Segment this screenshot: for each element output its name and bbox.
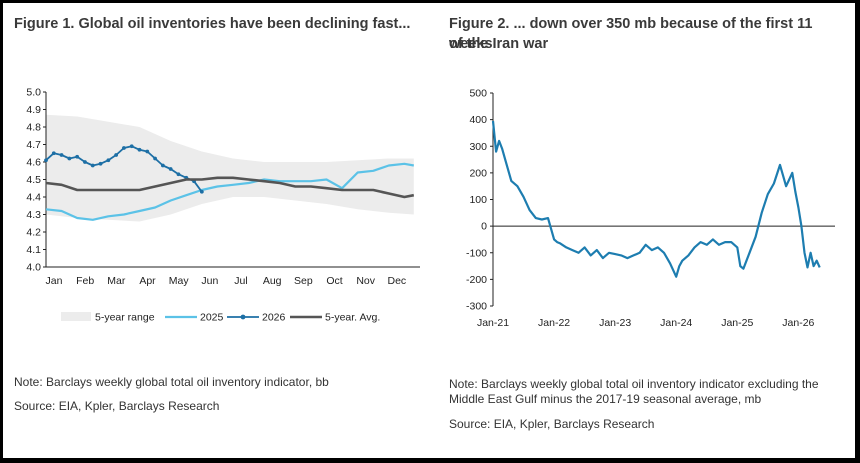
legend-swatch-range (61, 312, 91, 321)
series-2-point (168, 167, 173, 171)
y-tick-label: -200 (466, 274, 487, 286)
series-2-point (137, 147, 142, 152)
y-tick-label: 4.2 (26, 227, 41, 239)
y-tick-label: 0 (481, 221, 487, 233)
series-2-point (44, 158, 48, 163)
x-tick-label: Oct (326, 275, 342, 287)
series-2-point (51, 151, 56, 156)
x-tick-label: Aug (263, 275, 282, 287)
x-tick-label: Apr (139, 275, 156, 287)
figure1-source: Source: EIA, Kpler, Barclays Research (14, 399, 220, 413)
figure2-chart: 500 400 300 200 100 0 -100 -200 -300 Jan-21 Jan-22… (466, 88, 835, 329)
x-tick-label: May (169, 275, 190, 287)
series-2-point (75, 154, 80, 159)
x-tick-label: Nov (356, 275, 375, 287)
y-tick-label: 4.7 (26, 139, 41, 151)
y-tick-label: 4.9 (26, 104, 41, 116)
figure1-note: Note: Barclays weekly global total oil i… (14, 375, 329, 389)
y-tick-label: 100 (469, 194, 487, 206)
figure1-chart: 5.0 4.9 4.8 4.7 4.6 4.5 4.4 4.3 4.2 4.1 4.0 Jan Feb M… (26, 87, 420, 324)
y-tick-label: -100 (466, 247, 487, 259)
range-band-area (46, 114, 414, 222)
series-2-point (199, 189, 204, 194)
x-tick-label: Jan-23 (599, 317, 631, 329)
x-tick-label: Jan (46, 275, 63, 287)
x-tick-label: Jan-24 (660, 317, 692, 329)
series-2-point (67, 156, 72, 161)
y-tick-label: 500 (469, 88, 487, 100)
x-tick-label: Jun (201, 275, 218, 287)
series-2-point (176, 172, 181, 177)
series-2-point (122, 146, 126, 150)
series-2-point (98, 161, 103, 166)
x-tick-label: Mar (107, 275, 126, 287)
figure2-note-line2: Middle East Gulf minus the 2017-19 seaso… (449, 392, 762, 406)
y-tick-label: 4.0 (26, 262, 41, 274)
series-line-3 (45, 176, 415, 199)
series-2-point (153, 156, 157, 161)
series-line-1 (45, 162, 414, 221)
y-tick-label: 200 (469, 167, 487, 179)
legend-label-2026: 2026 (262, 312, 286, 324)
legend-label-range: 5-year range (95, 312, 155, 324)
figure2-source: Source: EIA, Kpler, Barclays Research (449, 417, 655, 431)
y-tick-label: 4.4 (26, 192, 41, 204)
series-2-point (90, 163, 95, 168)
x-tick-label: Jan-22 (538, 317, 570, 329)
y-tick-label: 5.0 (26, 87, 41, 99)
series-2-point (114, 153, 119, 157)
series-2-point (83, 160, 87, 164)
figure-panel: Figure 1. Global oil inventories have be… (3, 3, 855, 458)
figure2-title-line1: Figure 2. ... down over 350 mb because o… (449, 16, 813, 52)
y-tick-label: 4.1 (26, 244, 41, 256)
x-tick-label: Jul (234, 275, 247, 287)
inventory-deviation-line (491, 120, 821, 278)
series-2-point (145, 149, 150, 154)
x-tick-label: Sep (294, 275, 313, 287)
series-2-point (160, 163, 165, 168)
x-tick-label: Jan-26 (782, 317, 814, 329)
y-tick-label: 4.6 (26, 157, 41, 169)
y-tick-label: 300 (469, 141, 487, 153)
legend-marker-2026 (240, 314, 246, 320)
figure2-title-line2: of the Iran war (449, 36, 549, 52)
series-2-point (59, 153, 64, 157)
y-tick-label: -300 (466, 301, 487, 313)
y-tick-label: 4.5 (26, 174, 41, 186)
x-tick-label: Feb (76, 275, 94, 287)
series-2-point (129, 144, 134, 149)
y-tick-label: 4.8 (26, 122, 41, 134)
x-tick-label: Jan-25 (721, 317, 753, 329)
figure2-note-line1: Note: Barclays weekly global total oil i… (449, 377, 819, 391)
legend-label-avg: 5-year. Avg. (325, 312, 380, 324)
y-tick-label: 4.3 (26, 209, 41, 221)
legend-label-2025: 2025 (200, 312, 224, 324)
series-2-point (106, 158, 111, 163)
x-tick-label: Jan-21 (477, 317, 509, 329)
figure1-title: Figure 1. Global oil inventories have be… (14, 16, 411, 32)
y-tick-label: 400 (469, 114, 487, 126)
x-tick-label: Dec (387, 275, 406, 287)
